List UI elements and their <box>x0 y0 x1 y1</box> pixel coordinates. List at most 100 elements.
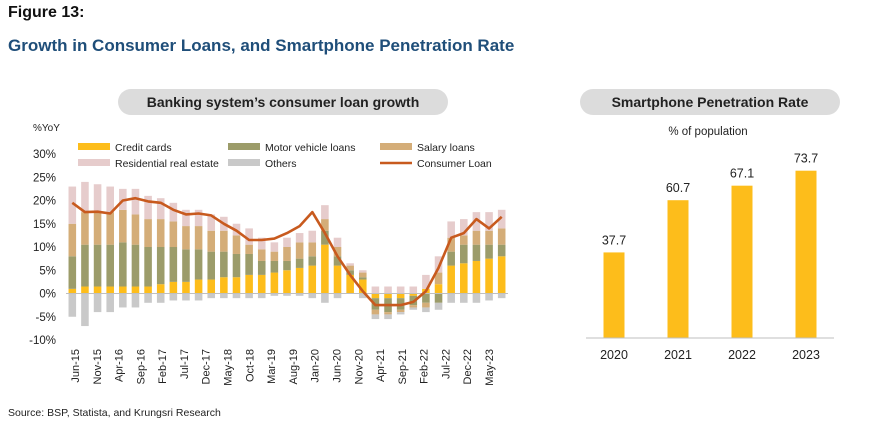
bar-residential-real-estate <box>333 237 342 247</box>
bar-others <box>396 312 405 315</box>
bar-credit-cards <box>68 288 77 294</box>
bar-salary-loans <box>371 309 380 315</box>
bar-salary-loans <box>257 249 266 261</box>
bar-credit-cards <box>81 286 89 294</box>
bar-salary-loans <box>422 302 430 308</box>
x-tick-label: Jan-20 <box>310 349 322 383</box>
bar-credit-cards <box>472 260 481 294</box>
bar-salary-loans <box>182 226 190 250</box>
bar-residential-real-estate <box>460 219 468 236</box>
bar-credit-cards <box>321 244 329 294</box>
bar-residential-real-estate <box>422 274 430 289</box>
bar-credit-cards <box>93 286 102 294</box>
bar-credit-cards <box>194 279 203 294</box>
bar-motor-vehicle-loans <box>194 249 203 280</box>
bar-residential-real-estate <box>270 242 279 252</box>
bar-residential-real-estate <box>131 188 140 215</box>
bar-motor-vehicle-loans <box>358 277 367 280</box>
bar-motor-vehicle-loans <box>245 253 253 275</box>
bar-credit-cards <box>119 286 127 294</box>
bar-salary-loans <box>321 219 329 231</box>
bar-credit-cards <box>460 263 468 294</box>
bar-residential-real-estate <box>485 212 493 231</box>
bar-others <box>384 314 392 320</box>
bar-credit-cards <box>308 265 317 294</box>
bar-salary-loans <box>194 226 203 250</box>
bar-salary-loans <box>283 247 291 261</box>
x-tick-label: Feb-22 <box>419 349 431 384</box>
bar-credit-cards <box>270 272 279 294</box>
bar-salary-loans <box>333 247 342 257</box>
bar-credit-cards <box>283 270 291 294</box>
bar-residential-real-estate <box>346 263 354 266</box>
bar-salary-loans <box>497 228 506 245</box>
bar-salary-loans <box>460 235 468 245</box>
bar-motor-vehicle-loans <box>106 244 114 287</box>
bar-motor-vehicle-loans <box>257 260 266 275</box>
bar-credit-cards <box>106 286 114 294</box>
bar-salary-loans <box>93 212 102 245</box>
bar-salary-loans <box>447 237 455 252</box>
x-tick-label: Dec-22 <box>462 349 474 384</box>
bar-motor-vehicle-loans <box>283 260 291 271</box>
figure-label: Figure 13: <box>8 4 85 21</box>
y-tick-label: 25% <box>33 172 56 184</box>
bar-motor-vehicle-loans <box>93 244 102 287</box>
bar-salary-loans <box>409 305 418 308</box>
x-tick-label: Apr-16 <box>114 349 126 382</box>
x-tick-label: Jul-22 <box>440 349 452 379</box>
bar-others <box>472 293 481 303</box>
bar-others <box>283 293 291 296</box>
y-tick-label: -10% <box>29 335 56 347</box>
legend-swatch-motor-vehicle-loans <box>228 143 260 150</box>
data-label: 73.7 <box>794 152 818 166</box>
x-tick-label: Aug-19 <box>288 349 300 384</box>
legend-label-residential-real-estate: Residential real estate <box>115 158 219 170</box>
bar-salary-loans <box>119 209 127 243</box>
bar-motor-vehicle-loans <box>182 249 190 282</box>
bar-residential-real-estate <box>396 286 405 294</box>
data-label: 67.1 <box>730 167 754 181</box>
bar-motor-vehicle-loans <box>295 258 304 268</box>
x-tick-label: Jul-17 <box>179 349 191 379</box>
bar-residential-real-estate <box>384 286 392 294</box>
bar-residential-real-estate <box>447 221 455 238</box>
bar-credit-cards <box>371 293 380 299</box>
bar-motor-vehicle-loans <box>333 256 342 266</box>
bar-credit-cards <box>485 258 493 294</box>
bar-others <box>371 314 380 320</box>
bar-residential-real-estate <box>472 212 481 231</box>
bar-motor-vehicle-loans <box>434 293 443 303</box>
bar-salary-loans <box>396 309 405 313</box>
bar-motor-vehicle-loans <box>156 247 165 285</box>
bar-salary-loans <box>169 221 178 247</box>
bar-credit-cards <box>447 265 455 294</box>
bar-residential-real-estate <box>68 186 77 224</box>
bar-residential-real-estate <box>156 198 165 220</box>
bar-credit-cards <box>257 274 266 294</box>
legend-swatch-credit-cards <box>78 143 110 150</box>
bar-salary-loans <box>485 230 493 245</box>
bar-residential-real-estate <box>295 233 304 243</box>
bar-others <box>194 293 203 301</box>
penetration-bar <box>603 252 625 338</box>
bar-salary-loans <box>144 219 152 247</box>
bar-residential-real-estate <box>321 205 329 220</box>
y-tick-label: 30% <box>33 149 56 161</box>
bar-motor-vehicle-loans <box>119 242 127 287</box>
bar-motor-vehicle-loans <box>422 293 430 303</box>
bar-residential-real-estate <box>409 286 418 294</box>
bar-credit-cards <box>245 274 253 294</box>
bar-others <box>422 307 430 313</box>
legend-swatch-salary-loans <box>380 143 412 150</box>
bar-credit-cards <box>144 286 152 294</box>
bar-motor-vehicle-loans <box>485 244 493 259</box>
bar-motor-vehicle-loans <box>68 256 77 289</box>
bar-others <box>220 293 228 299</box>
bar-credit-cards <box>409 293 418 296</box>
bar-credit-cards <box>396 293 405 299</box>
bar-salary-loans <box>81 212 89 245</box>
bar-motor-vehicle-loans <box>144 247 152 287</box>
bar-motor-vehicle-loans <box>346 270 354 275</box>
bar-credit-cards <box>220 277 228 294</box>
